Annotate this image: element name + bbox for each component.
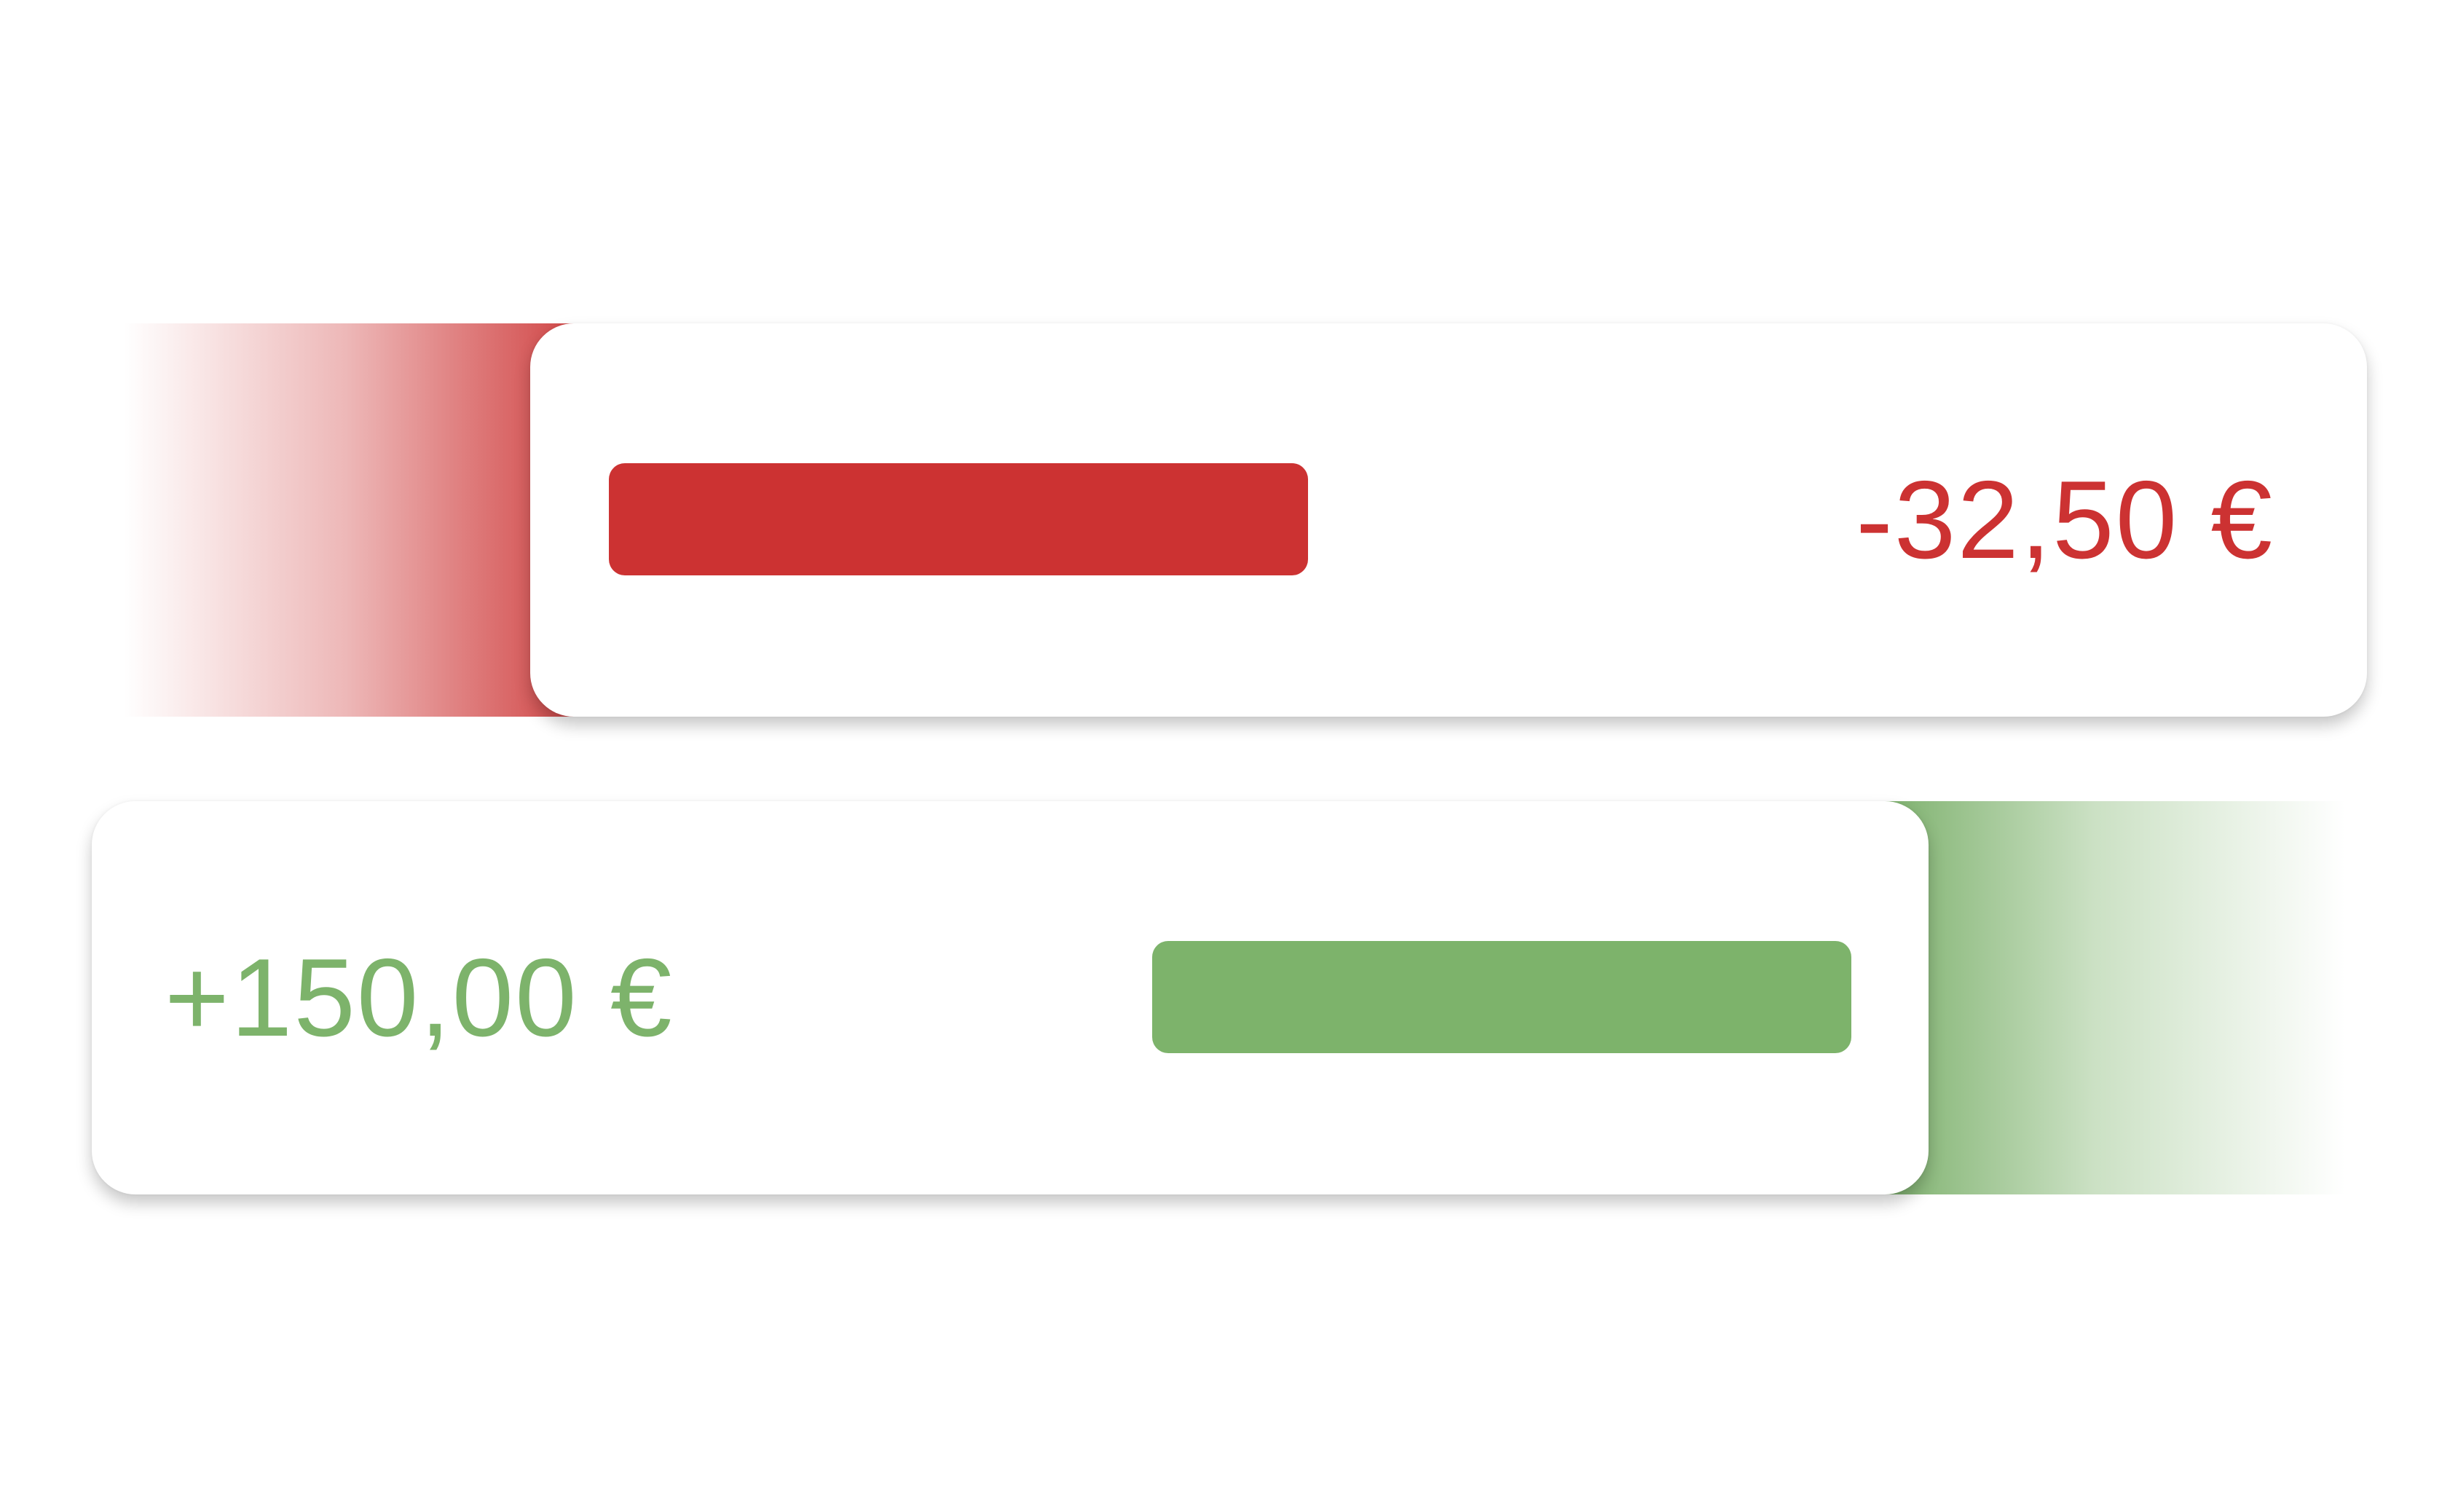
transaction-row-expense[interactable]: -32,50 €: [0, 323, 2450, 717]
transaction-row-income[interactable]: +150,00 €: [0, 801, 2450, 1194]
transaction-description-placeholder: [609, 463, 1308, 575]
transaction-card-expense[interactable]: -32,50 €: [530, 323, 2367, 717]
transaction-card-income[interactable]: +150,00 €: [92, 801, 1929, 1194]
transaction-amount: -32,50 €: [1856, 458, 2274, 582]
transaction-description-placeholder: [1152, 941, 1851, 1053]
transaction-amount: +150,00 €: [165, 936, 674, 1060]
